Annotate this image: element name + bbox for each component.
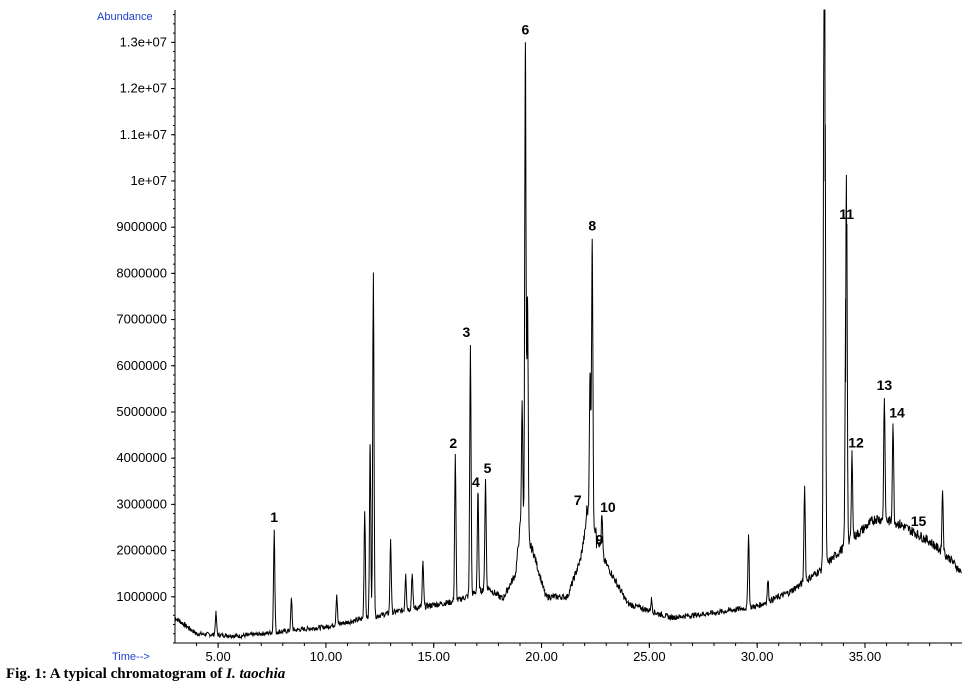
y-tick-label: 6000000 [116, 358, 167, 373]
peak-label-6: 6 [521, 21, 529, 37]
peak-label-5: 5 [484, 460, 492, 476]
peak-label-11: 11 [839, 206, 854, 222]
peak-label-13: 13 [877, 377, 893, 393]
x-tick-label: 30.00 [741, 649, 774, 664]
y-tick-label: 2000000 [116, 543, 167, 558]
y-tick-label: 8000000 [116, 265, 167, 280]
y-axis-title: Abundance [97, 11, 153, 23]
peak-label-9: 9 [596, 531, 604, 547]
peak-label-4: 4 [472, 474, 480, 490]
x-tick-label: 35.00 [849, 649, 882, 664]
peak-label-14: 14 [889, 405, 905, 421]
peak-label-3: 3 [462, 324, 470, 340]
peak-label-8: 8 [588, 218, 596, 234]
peak-label-10: 10 [600, 499, 616, 515]
y-tick-label: 1.1e+07 [120, 127, 167, 142]
x-axis-title: Time--> [112, 651, 150, 663]
y-ticks: 1000000 2000000 3000000 4000000 5000000 60000… [116, 14, 175, 644]
y-tick-label: 3000000 [116, 496, 167, 511]
peak-label-2: 2 [449, 435, 457, 451]
axes: Abundance Time--> [97, 10, 962, 663]
x-tick-label: 5.00 [205, 649, 230, 664]
y-tick-label: 7000000 [116, 312, 167, 327]
y-tick-label: 9000000 [116, 219, 167, 234]
caption-species: I. taochia [226, 666, 286, 682]
y-tick-label: 1.3e+07 [120, 34, 167, 49]
peak-label-15: 15 [911, 513, 927, 529]
y-tick-label: 5000000 [116, 404, 167, 419]
x-tick-label: 10.00 [310, 649, 343, 664]
x-tick-label: 15.00 [417, 649, 450, 664]
peak-label-12: 12 [848, 435, 864, 451]
chromatogram-trace [174, 9, 962, 640]
y-tick-label: 1e+07 [130, 173, 167, 188]
x-tick-label: 20.00 [525, 649, 558, 664]
peak-label-1: 1 [270, 509, 278, 525]
figure-caption: Fig. 1: A typical chromatogram of I. tao… [6, 666, 285, 683]
x-tick-label: 25.00 [633, 649, 666, 664]
peak-label-7: 7 [574, 492, 582, 508]
x-ticks: 5.00 10.00 15.00 20.00 25.00 30.00 35.00 [196, 643, 952, 664]
y-tick-label: 4000000 [116, 450, 167, 465]
caption-prefix: Fig. 1: A typical chromatogram of [6, 666, 227, 682]
y-tick-label: 1000000 [116, 589, 167, 604]
y-tick-label: 1.2e+07 [120, 81, 167, 96]
